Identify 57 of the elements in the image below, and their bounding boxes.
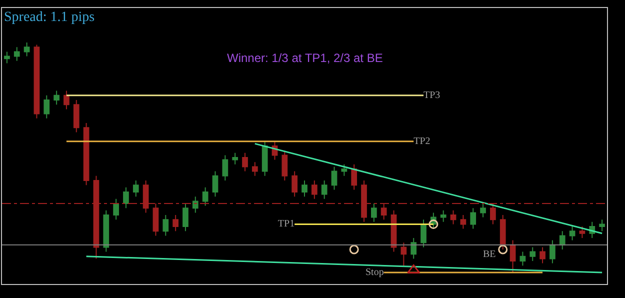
candlestick (550, 240, 556, 264)
candlestick (83, 122, 90, 186)
candlestick (420, 219, 426, 248)
candlestick (24, 42, 30, 57)
candlestick (103, 210, 110, 252)
candlestick (242, 152, 248, 172)
candlestick (73, 100, 80, 133)
annotation: Winner: 1/3 at TP1, 2/3 at BE (227, 51, 383, 65)
candlestick (123, 186, 129, 209)
candlestick (302, 180, 308, 198)
candlestick (400, 242, 407, 266)
candlestick (232, 152, 238, 165)
candlestick (182, 203, 188, 232)
candlestick (14, 46, 20, 62)
candlestick (262, 140, 268, 176)
series-label: TP3 (424, 90, 440, 101)
series-label: Stop (365, 267, 384, 278)
candlestick (282, 150, 288, 181)
candlestick (54, 90, 60, 106)
candlestick (311, 180, 318, 200)
candlestick (440, 210, 446, 222)
candlestick (341, 164, 348, 176)
ref-line-label: BE (483, 249, 496, 260)
candlestick (292, 170, 298, 198)
candlestick (460, 214, 466, 230)
series-label: TP2 (414, 136, 430, 147)
candlestick (34, 44, 40, 119)
candlestick (579, 226, 586, 238)
candlestick (331, 166, 338, 190)
candlestick (510, 240, 516, 273)
candlestick (540, 246, 546, 264)
candlestick (530, 246, 536, 262)
candlestick (450, 210, 456, 225)
candlestick (559, 230, 566, 250)
candlestick (371, 203, 377, 222)
candlestick (321, 180, 328, 200)
candlestick (520, 251, 526, 266)
candlestick (470, 208, 476, 230)
candlestick (222, 154, 228, 181)
candlestick (480, 203, 486, 218)
candlestick (162, 214, 169, 236)
candlestick (212, 170, 218, 198)
candlestick (351, 164, 358, 190)
candlestick (192, 196, 198, 214)
candlestick (569, 226, 576, 241)
candlestick (44, 94, 50, 119)
series-label: TP1 (278, 218, 295, 230)
text: Spread: 1.1 pips (4, 10, 95, 25)
candlestick (599, 219, 605, 232)
candlestick (4, 51, 10, 64)
candlestick (410, 238, 417, 260)
candlestick (252, 162, 258, 176)
candlestick (172, 214, 178, 232)
candlestick (202, 186, 208, 206)
candlestick (113, 198, 119, 220)
candlestick (64, 90, 70, 110)
candlestick (132, 180, 139, 198)
